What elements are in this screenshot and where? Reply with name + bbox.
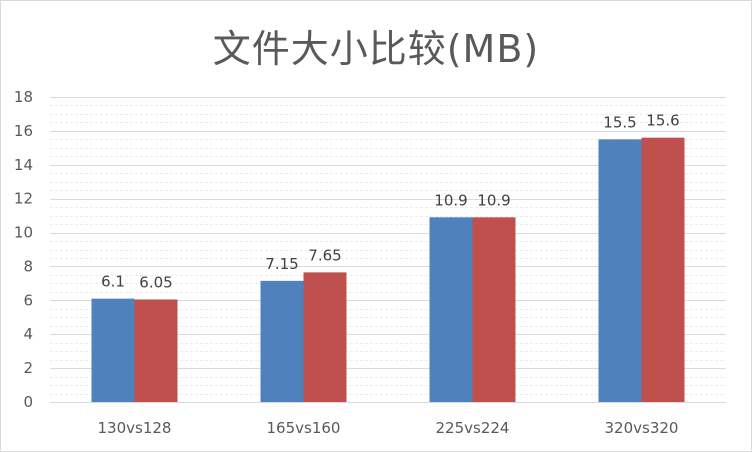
y-tick-label: 12 [14, 190, 33, 208]
bar [641, 137, 685, 402]
data-label: 10.9 [434, 191, 467, 209]
data-label: 6.05 [139, 273, 172, 291]
y-tick-label: 8 [23, 257, 33, 275]
bar [598, 139, 642, 402]
bar [91, 298, 135, 402]
data-label: 7.15 [265, 255, 298, 273]
y-tick-label: 4 [23, 325, 33, 343]
bar [134, 299, 178, 402]
x-tick-label: 225vs224 [436, 419, 510, 437]
y-tick-label: 0 [23, 393, 33, 411]
chart-title: 文件大小比较(MB) [212, 27, 540, 71]
data-label: 7.65 [308, 246, 341, 264]
bar [429, 217, 473, 402]
y-tick-label: 14 [14, 156, 33, 174]
bar [260, 280, 304, 402]
y-tick-label: 18 [14, 88, 33, 106]
data-label: 15.6 [646, 112, 679, 130]
bar [303, 272, 347, 402]
data-label: 15.5 [603, 113, 636, 131]
bar [472, 217, 516, 402]
x-tick-label: 165vs160 [267, 419, 341, 437]
data-label: 6.1 [101, 273, 125, 291]
data-label: 10.9 [477, 191, 510, 209]
x-tick-label: 130vs128 [98, 419, 172, 437]
y-tick-label: 10 [14, 224, 33, 242]
y-tick-label: 6 [23, 291, 33, 309]
y-tick-label: 2 [23, 359, 33, 377]
y-tick-label: 16 [14, 122, 33, 140]
x-tick-label: 320vs320 [605, 419, 679, 437]
